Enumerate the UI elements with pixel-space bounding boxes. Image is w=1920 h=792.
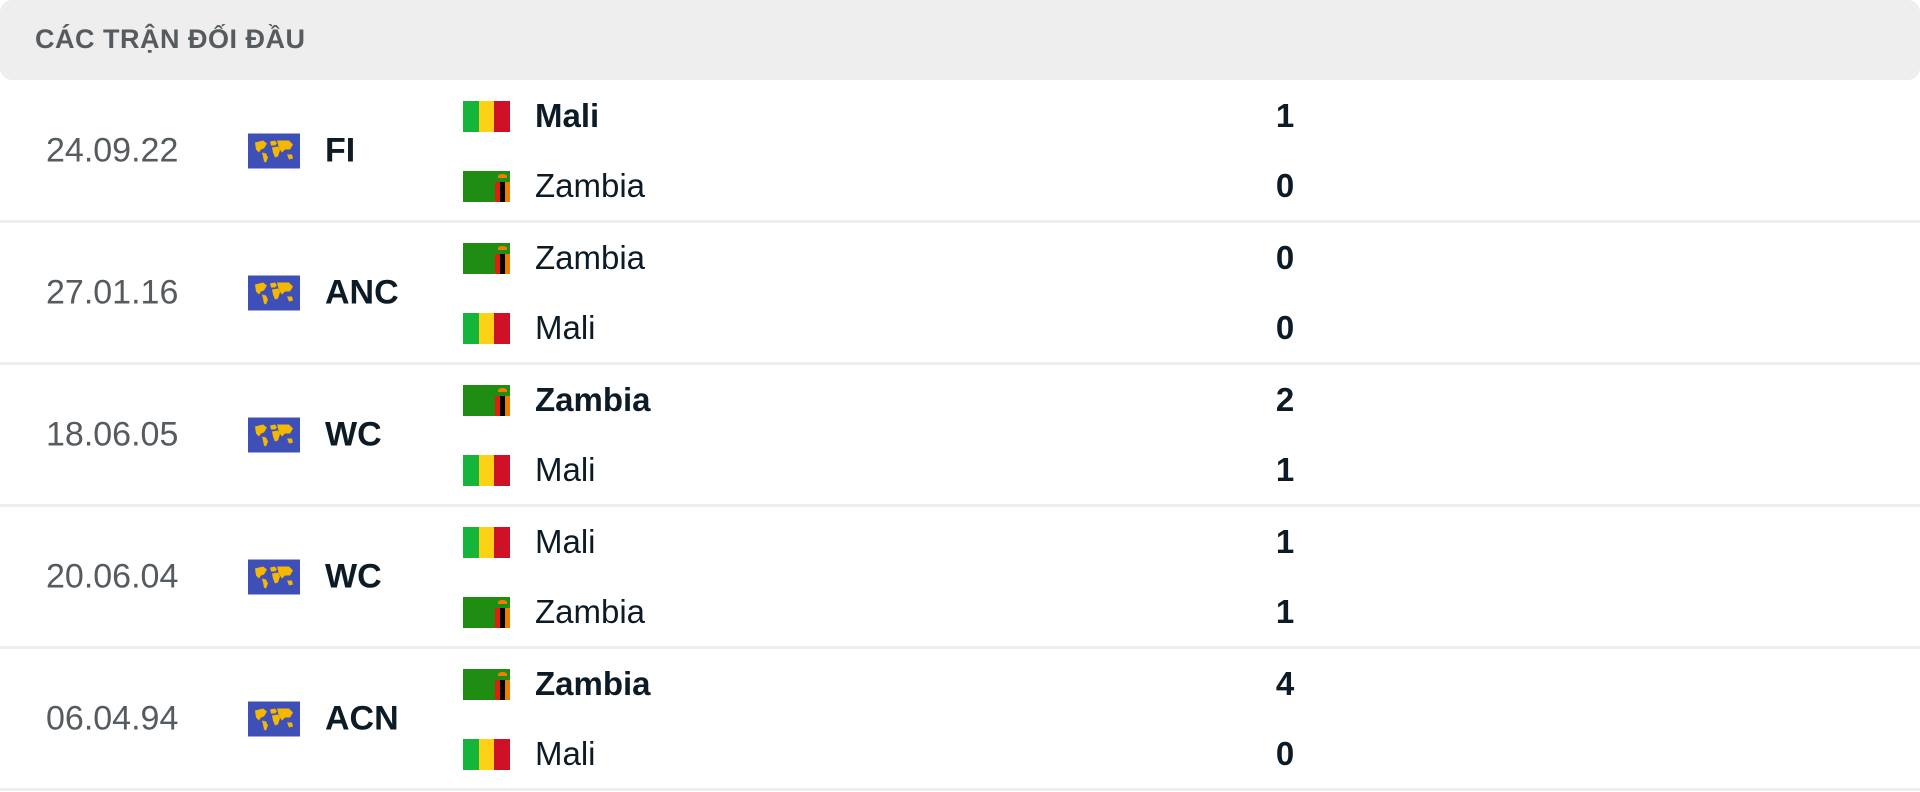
home-score: 2 (1275, 381, 1295, 418)
away-team: Zambia (463, 166, 645, 206)
world-map-icon (248, 701, 300, 736)
home-score: 1 (1275, 523, 1295, 560)
away-score: 1 (1275, 451, 1295, 488)
home-score: 1 (1275, 97, 1295, 134)
match-row[interactable]: 06.04.94 ACN Zambia 4 Mali 0 (0, 649, 1920, 791)
match-date: 20.06.04 (46, 557, 179, 595)
away-score: 0 (1275, 735, 1295, 772)
world-map-icon (248, 417, 300, 452)
away-team: Mali (463, 450, 596, 490)
team-name: Mali (535, 97, 600, 134)
away-score: 0 (1275, 309, 1295, 346)
world-map-icon (248, 275, 300, 310)
home-team: Zambia (463, 238, 645, 278)
match-row[interactable]: 20.06.04 WC Mali 1 Zambia 1 (0, 507, 1920, 649)
zambia-flag-icon (463, 384, 510, 416)
match-date: 24.09.22 (46, 131, 179, 169)
team-name: Mali (535, 735, 596, 772)
home-score: 0 (1275, 239, 1295, 276)
away-score: 0 (1275, 167, 1295, 204)
team-name: Zambia (535, 593, 646, 630)
team-name: Mali (535, 451, 596, 488)
home-score: 4 (1275, 665, 1295, 702)
mali-flag-icon (463, 454, 510, 486)
home-team: Mali (463, 522, 596, 562)
match-date: 18.06.05 (46, 415, 179, 453)
away-score: 1 (1275, 593, 1295, 630)
zambia-flag-icon (463, 242, 510, 274)
world-map-icon (248, 133, 300, 168)
team-name: Mali (535, 523, 596, 560)
match-date: 27.01.16 (46, 273, 179, 311)
home-team: Zambia (463, 380, 651, 420)
mali-flag-icon (463, 526, 510, 558)
home-team: Zambia (463, 664, 651, 704)
away-team: Mali (463, 308, 596, 348)
home-team: Mali (463, 96, 599, 136)
team-name: Zambia (535, 381, 651, 418)
competition-label: WC (325, 415, 382, 453)
zambia-flag-icon (463, 668, 510, 700)
competition-label: ACN (325, 699, 399, 737)
match-row[interactable]: 24.09.22 FI Mali 1 Zambia 0 (0, 81, 1920, 223)
match-date: 06.04.94 (46, 699, 179, 737)
section-header: CÁC TRẬN ĐỐI ĐẦU (0, 0, 1920, 80)
away-team: Mali (463, 734, 596, 774)
competition-label: ANC (325, 273, 399, 311)
mali-flag-icon (463, 312, 510, 344)
zambia-flag-icon (463, 170, 510, 202)
competition-label: WC (325, 557, 382, 595)
team-name: Zambia (535, 665, 651, 702)
away-team: Zambia (463, 592, 645, 632)
team-name: Zambia (535, 167, 646, 204)
match-row[interactable]: 18.06.05 WC Zambia 2 Mali 1 (0, 365, 1920, 507)
match-row[interactable]: 27.01.16 ANC Zambia 0 Mali 0 (0, 223, 1920, 365)
team-name: Mali (535, 309, 596, 346)
mali-flag-icon (463, 100, 510, 132)
competition-label: FI (325, 131, 356, 169)
team-name: Zambia (535, 239, 646, 276)
world-map-icon (248, 559, 300, 594)
mali-flag-icon (463, 738, 510, 770)
section-title: CÁC TRẬN ĐỐI ĐẦU (35, 24, 306, 54)
zambia-flag-icon (463, 596, 510, 628)
